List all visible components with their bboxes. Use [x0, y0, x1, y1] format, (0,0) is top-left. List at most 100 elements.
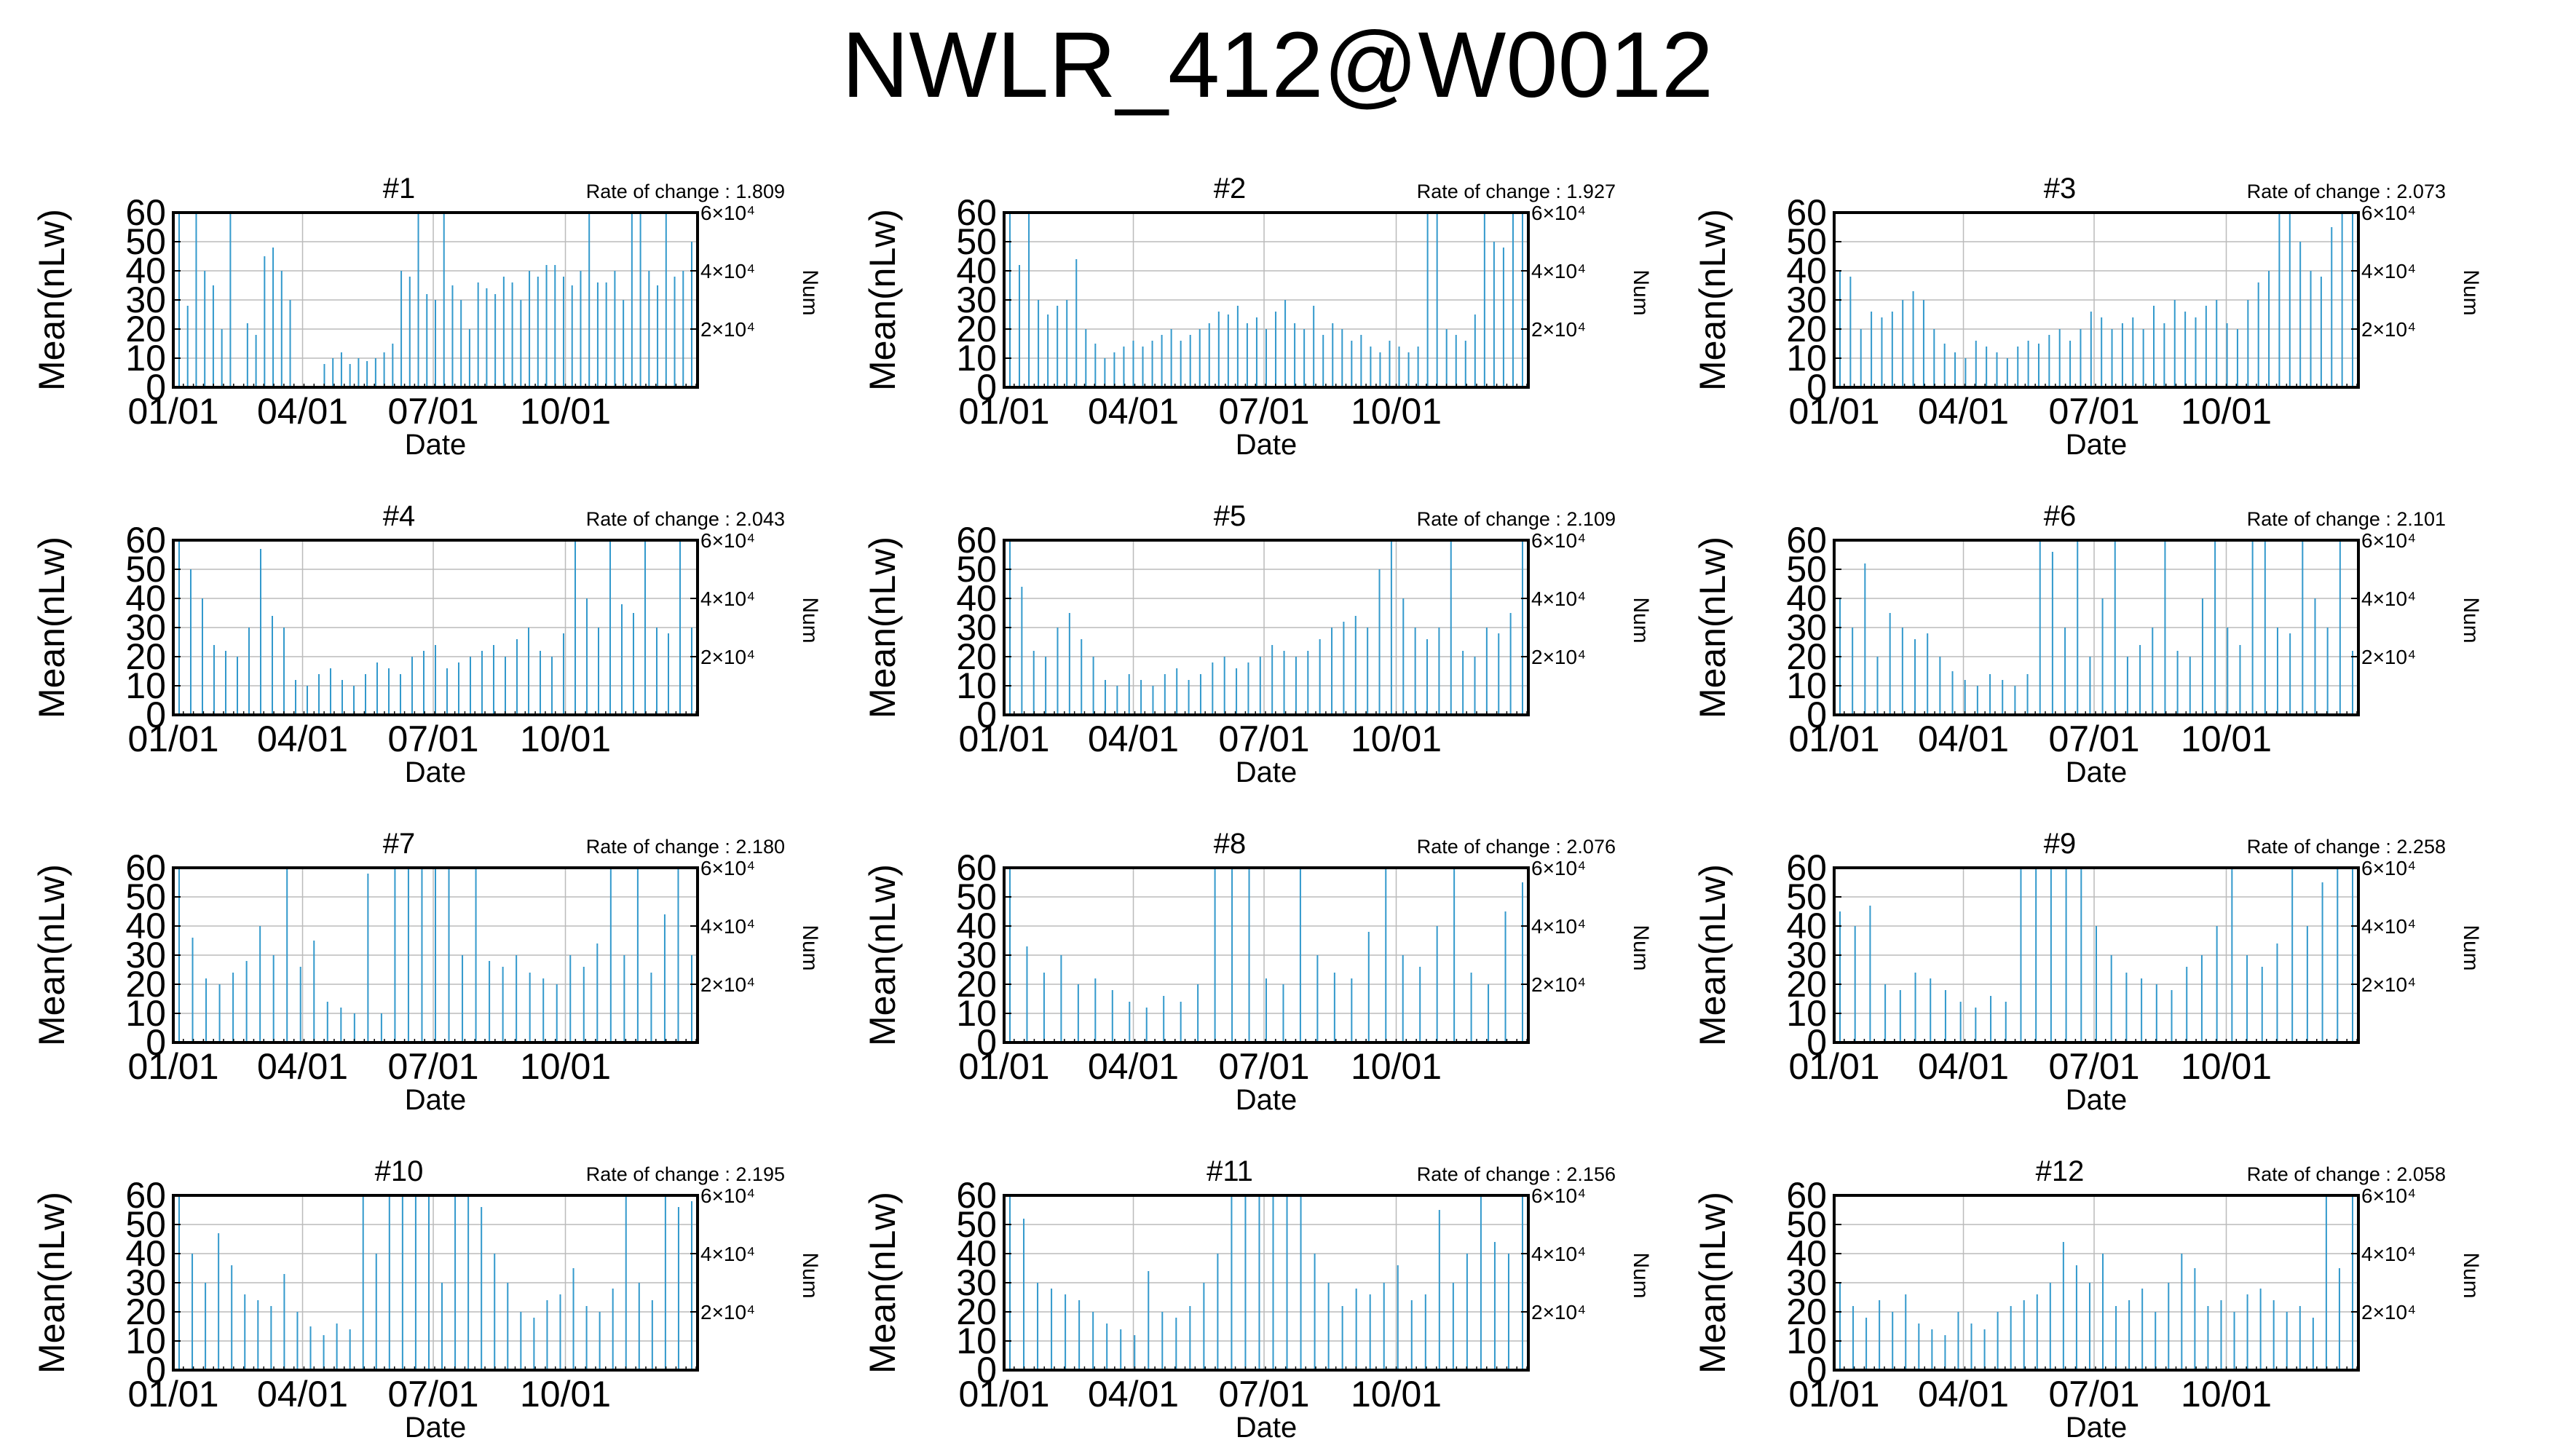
y2-axis-label: Num: [798, 269, 822, 315]
y-tick-label: 40: [125, 906, 166, 946]
y-tick-label: 20: [1786, 309, 1827, 349]
x-tick-label: 01/01: [127, 719, 218, 759]
y-tick-label: 20: [1786, 636, 1827, 677]
y-tick-label: 10: [956, 338, 997, 379]
x-axis-label: Date: [405, 1412, 467, 1444]
x-tick-label: 01/01: [127, 1374, 218, 1415]
y-tick-label: 0: [146, 1350, 166, 1390]
y2-tick-label: 6×10⁴: [700, 1184, 755, 1207]
y-tick-label: 50: [1786, 549, 1827, 590]
y2-tick-label: 6×10⁴: [700, 857, 755, 879]
y2-tick-label: 4×10⁴: [1531, 260, 1586, 282]
y-axis-label: Mean(nLw): [1692, 537, 1733, 719]
panel-title: #10: [375, 1155, 424, 1187]
x-axis-label: Date: [1236, 756, 1298, 788]
x-tick-label: 07/01: [1218, 391, 1309, 432]
y2-tick-label: 2×10⁴: [1531, 1301, 1586, 1324]
x-tick-label: 10/01: [520, 391, 611, 432]
y-tick-label: 20: [956, 636, 997, 677]
y-tick-label: 40: [1786, 250, 1827, 291]
y-tick-label: 0: [1806, 367, 1827, 408]
y-tick-label: 20: [956, 1291, 997, 1332]
y2-tick-label: 4×10⁴: [2361, 915, 2416, 938]
y-tick-label: 0: [976, 367, 997, 408]
x-tick-label: 04/01: [1088, 719, 1179, 759]
x-axis-label: Date: [1236, 429, 1298, 461]
y2-tick-label: 2×10⁴: [2361, 318, 2416, 341]
panel-title: #1: [383, 173, 416, 205]
y-tick-label: 10: [1786, 1321, 1827, 1361]
y-tick-label: 60: [1786, 847, 1827, 888]
y2-tick-label: 4×10⁴: [700, 1243, 755, 1265]
x-axis-label: Date: [1236, 1412, 1298, 1444]
rate-of-change-label: Rate of change : 2.073: [2247, 181, 2446, 202]
y-tick-label: 10: [125, 993, 166, 1034]
y-tick-label: 30: [1786, 935, 1827, 976]
x-axis-label: Date: [1236, 1084, 1298, 1116]
y2-axis-label: Num: [1629, 925, 1653, 970]
y-tick-label: 30: [956, 1262, 997, 1303]
panel-title: #8: [1214, 828, 1247, 860]
y-tick-label: 30: [125, 935, 166, 976]
x-tick-label: 04/01: [1918, 719, 2009, 759]
y2-axis-label: Num: [1629, 269, 1653, 315]
y-tick-label: 0: [976, 695, 997, 735]
x-tick-label: 10/01: [1351, 391, 1442, 432]
x-tick-label: 04/01: [1918, 391, 2009, 432]
y2-axis-label: Num: [798, 1252, 822, 1298]
x-tick-label: 07/01: [1218, 1374, 1309, 1415]
y2-tick-label: 2×10⁴: [1531, 646, 1586, 668]
x-tick-label: 04/01: [257, 719, 348, 759]
y-tick-label: 50: [956, 877, 997, 917]
y-tick-label: 50: [125, 877, 166, 917]
x-tick-label: 07/01: [387, 719, 478, 759]
y-tick-label: 20: [125, 1291, 166, 1332]
page-title: NWLR_412@W0012: [841, 13, 1714, 117]
x-tick-label: 04/01: [257, 1374, 348, 1415]
y-tick-label: 0: [1806, 695, 1827, 735]
y-tick-label: 0: [1806, 1022, 1827, 1063]
y-tick-label: 50: [956, 549, 997, 590]
rate-of-change-label: Rate of change : 1.809: [586, 181, 785, 202]
panel-title: #6: [2044, 500, 2077, 532]
panel-title: #2: [1214, 173, 1247, 205]
y2-axis-label: Num: [2459, 269, 2483, 315]
x-tick-label: 07/01: [387, 1374, 478, 1415]
y-tick-label: 10: [125, 665, 166, 706]
x-tick-label: 04/01: [1918, 1046, 2009, 1087]
y2-tick-label: 6×10⁴: [2361, 202, 2416, 224]
x-tick-label: 07/01: [2048, 719, 2139, 759]
y-tick-label: 60: [956, 192, 997, 233]
x-axis-label: Date: [2066, 756, 2128, 788]
y-tick-label: 60: [125, 847, 166, 888]
y-tick-label: 40: [1786, 1233, 1827, 1274]
rate-of-change-label: Rate of change : 2.258: [2247, 836, 2446, 858]
rate-of-change-label: Rate of change : 2.101: [2247, 508, 2446, 530]
y-tick-label: 0: [1806, 1350, 1827, 1390]
y-tick-label: 60: [956, 1175, 997, 1216]
x-tick-label: 04/01: [1088, 391, 1179, 432]
y-tick-label: 10: [125, 338, 166, 379]
rate-of-change-label: Rate of change : 2.109: [1417, 508, 1616, 530]
y-tick-label: 0: [146, 367, 166, 408]
y-tick-label: 20: [125, 964, 166, 1005]
y-tick-label: 60: [1786, 520, 1827, 561]
y-tick-label: 20: [125, 309, 166, 349]
y2-tick-label: 2×10⁴: [700, 318, 755, 341]
panel-title: #3: [2044, 173, 2077, 205]
y2-axis-label: Num: [2459, 1252, 2483, 1298]
y2-tick-label: 6×10⁴: [2361, 1184, 2416, 1207]
x-tick-label: 07/01: [2048, 1374, 2139, 1415]
x-axis-label: Date: [2066, 1412, 2128, 1444]
y-axis-label: Mean(nLw): [862, 1192, 903, 1374]
y-axis-label: Mean(nLw): [1692, 864, 1733, 1046]
rate-of-change-label: Rate of change : 1.927: [1417, 181, 1616, 202]
y2-tick-label: 4×10⁴: [1531, 587, 1586, 610]
y-tick-label: 10: [956, 665, 997, 706]
